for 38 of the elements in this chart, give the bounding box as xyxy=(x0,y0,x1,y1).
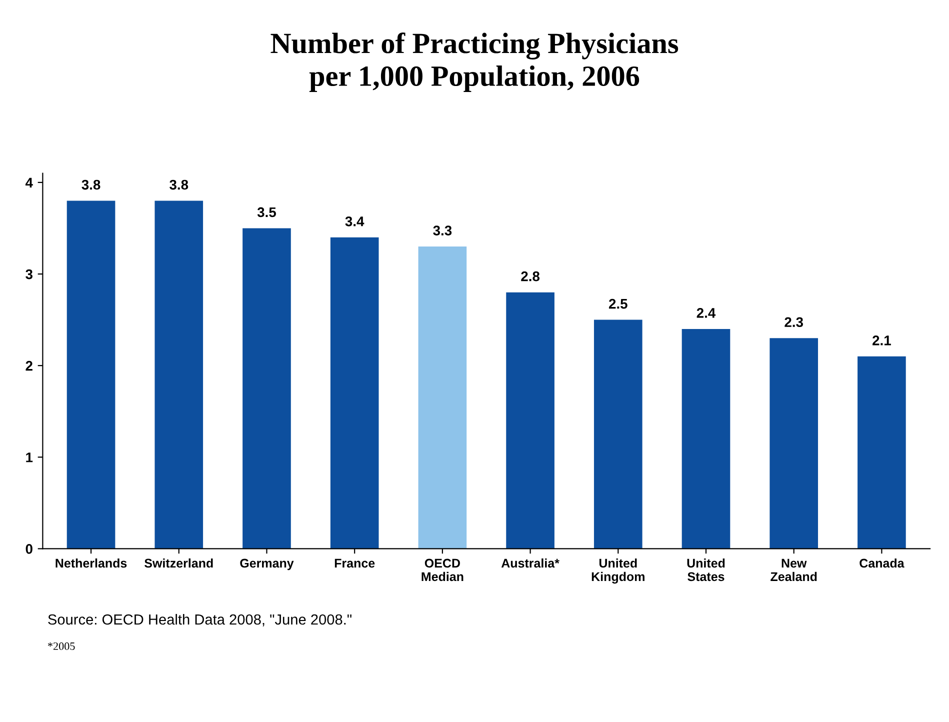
x-tick-label: United Kingdom xyxy=(592,558,644,584)
bar xyxy=(682,328,730,549)
chart-title: Number of Practicing Physicians per 1,000 Population, 2006 xyxy=(270,32,678,92)
bar xyxy=(242,228,291,549)
bar xyxy=(506,292,554,549)
y-tick-label: 4 xyxy=(25,178,33,188)
bar xyxy=(154,200,204,549)
source-note: Source: OECD Health Data 2008, "June 2008." xyxy=(48,614,352,626)
bar xyxy=(66,200,116,549)
data-label: 2.5 xyxy=(608,298,628,309)
x-tick-label: OECD Median xyxy=(422,558,464,582)
x-tick-label: New Zealand xyxy=(770,558,817,582)
y-tick-label: 0 xyxy=(26,544,32,554)
bar xyxy=(418,246,467,549)
data-label: 2.1 xyxy=(872,336,891,346)
bar xyxy=(594,320,642,549)
y-tick-label: 3 xyxy=(26,269,32,280)
data-label: 2.4 xyxy=(696,308,716,318)
x-tick-label: United States xyxy=(687,558,725,582)
data-label: 3.5 xyxy=(257,207,276,218)
bar xyxy=(330,237,379,549)
x-tick-label: Switzerland xyxy=(144,558,213,568)
data-label: 2.8 xyxy=(521,271,540,282)
x-tick-label: France xyxy=(334,558,375,568)
text: *2005 xyxy=(48,642,75,650)
x-tick-label: Germany xyxy=(240,558,294,570)
x-tick-label: Canada xyxy=(860,558,904,568)
bar xyxy=(770,338,818,549)
x-tick-label: Netherlands xyxy=(56,558,127,568)
x-tick-label: Australia* xyxy=(501,558,560,568)
data-label: 2.3 xyxy=(784,317,803,328)
y-tick-label: 1 xyxy=(26,452,33,462)
data-label: 3.4 xyxy=(345,216,364,226)
bar xyxy=(858,356,906,549)
y-tick-label: 2 xyxy=(26,360,32,371)
data-label: 3.8 xyxy=(170,180,188,190)
data-label: 3.8 xyxy=(82,180,100,190)
data-label: 3.3 xyxy=(433,226,452,236)
